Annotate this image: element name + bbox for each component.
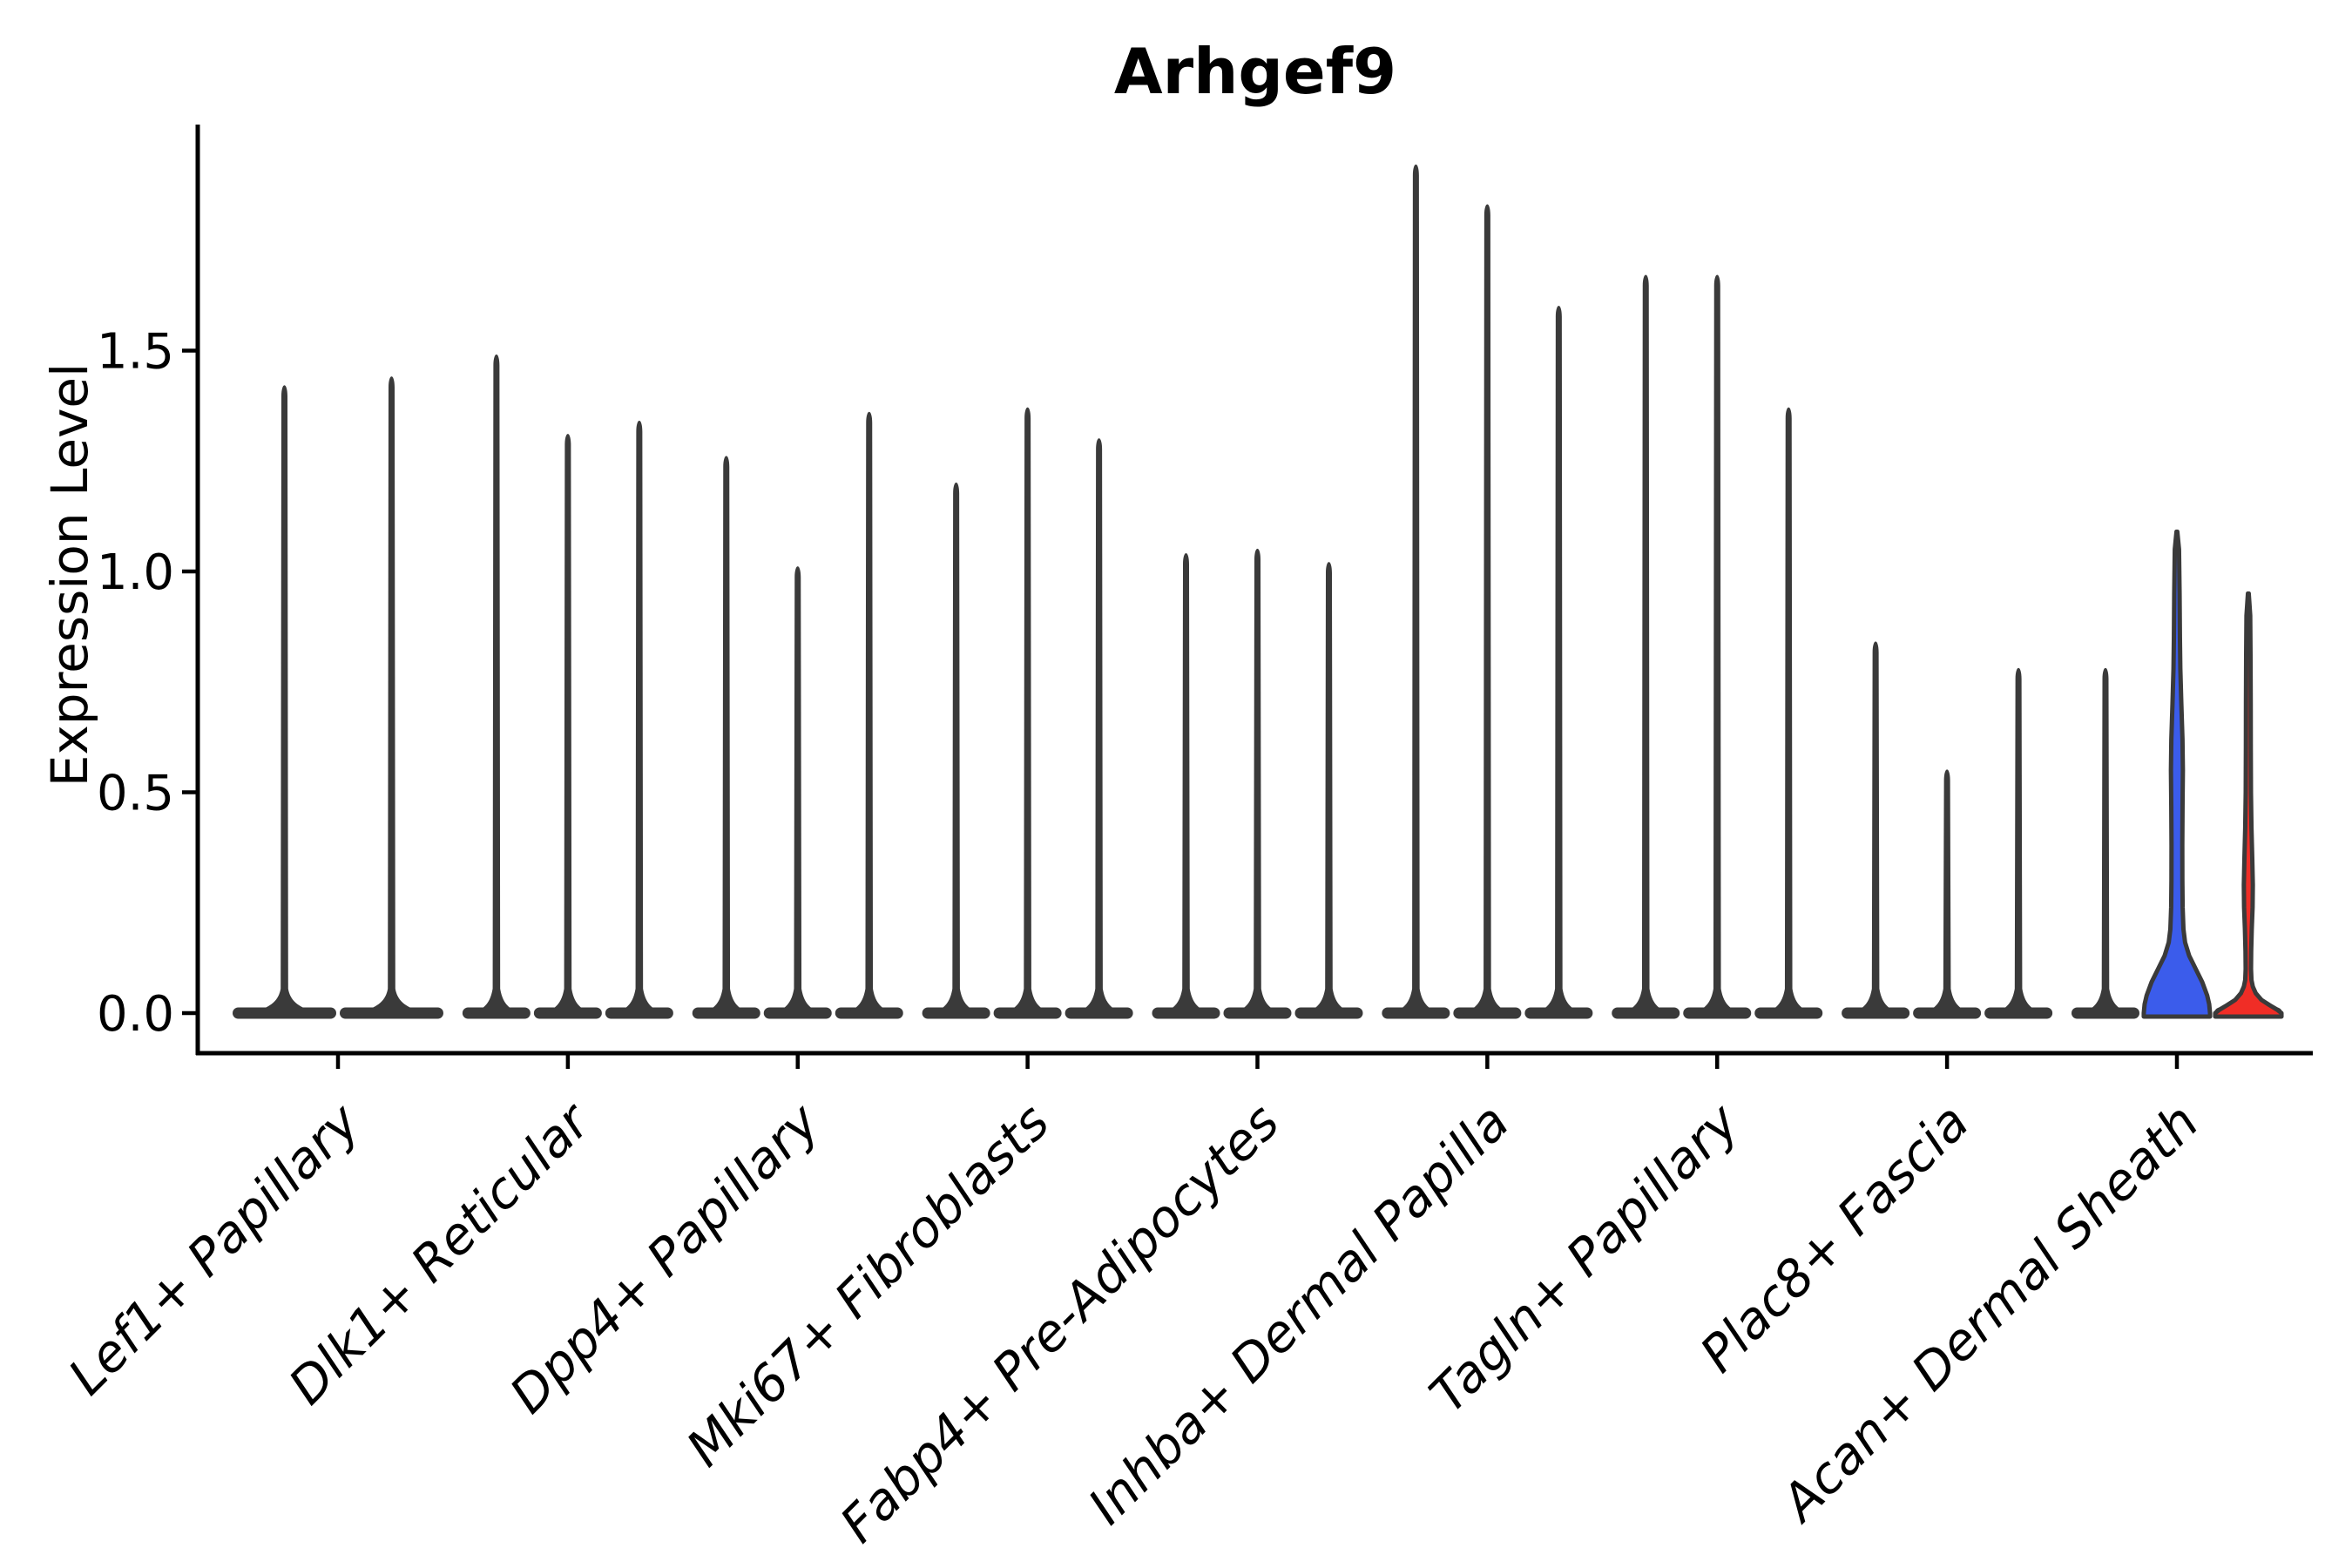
violin-spike — [1231, 548, 1284, 1014]
violin-spike — [613, 420, 666, 1014]
violin-spike — [700, 456, 753, 1014]
violin-body-blue — [2141, 529, 2213, 1019]
violin-spike — [246, 385, 323, 1014]
violin-spike — [1073, 438, 1125, 1014]
violin-spike — [1159, 552, 1213, 1014]
violin-spike — [353, 376, 430, 1014]
violin-spike — [2079, 667, 2132, 1014]
violin-spike — [1992, 667, 2044, 1014]
violin-spike — [542, 434, 594, 1015]
chart-title: Arhgef9 — [1113, 35, 1397, 108]
violin-spike — [1921, 769, 1973, 1014]
violin-spike — [470, 354, 523, 1014]
violin-spike — [1619, 274, 1672, 1014]
violin-spike — [1461, 204, 1513, 1014]
violin-spike — [1532, 306, 1585, 1014]
violin-spike — [1302, 562, 1355, 1014]
x-category-label: Acan+ Dermal Sheath — [1767, 1092, 2210, 1535]
x-category-label: Fabp4+ Pre-Adipocytes — [828, 1092, 1290, 1554]
x-category-label: Inhba+ Dermal Papilla — [1077, 1092, 1520, 1536]
violin-spike — [1849, 641, 1902, 1014]
y-tick-label: 0.5 — [97, 766, 174, 822]
y-tick-label: 0.0 — [97, 986, 174, 1043]
violin-spike — [930, 482, 983, 1014]
violin-spike — [1762, 407, 1815, 1014]
violin-body-red — [2213, 591, 2284, 1019]
violin-spike — [843, 411, 896, 1015]
violin-spike — [1002, 407, 1054, 1014]
violin-spike — [772, 566, 824, 1014]
y-tick-label: 1.5 — [97, 324, 174, 381]
y-tick-label: 1.0 — [97, 544, 174, 601]
violin-spike — [1691, 274, 1743, 1014]
violin-spike — [1389, 164, 1442, 1014]
